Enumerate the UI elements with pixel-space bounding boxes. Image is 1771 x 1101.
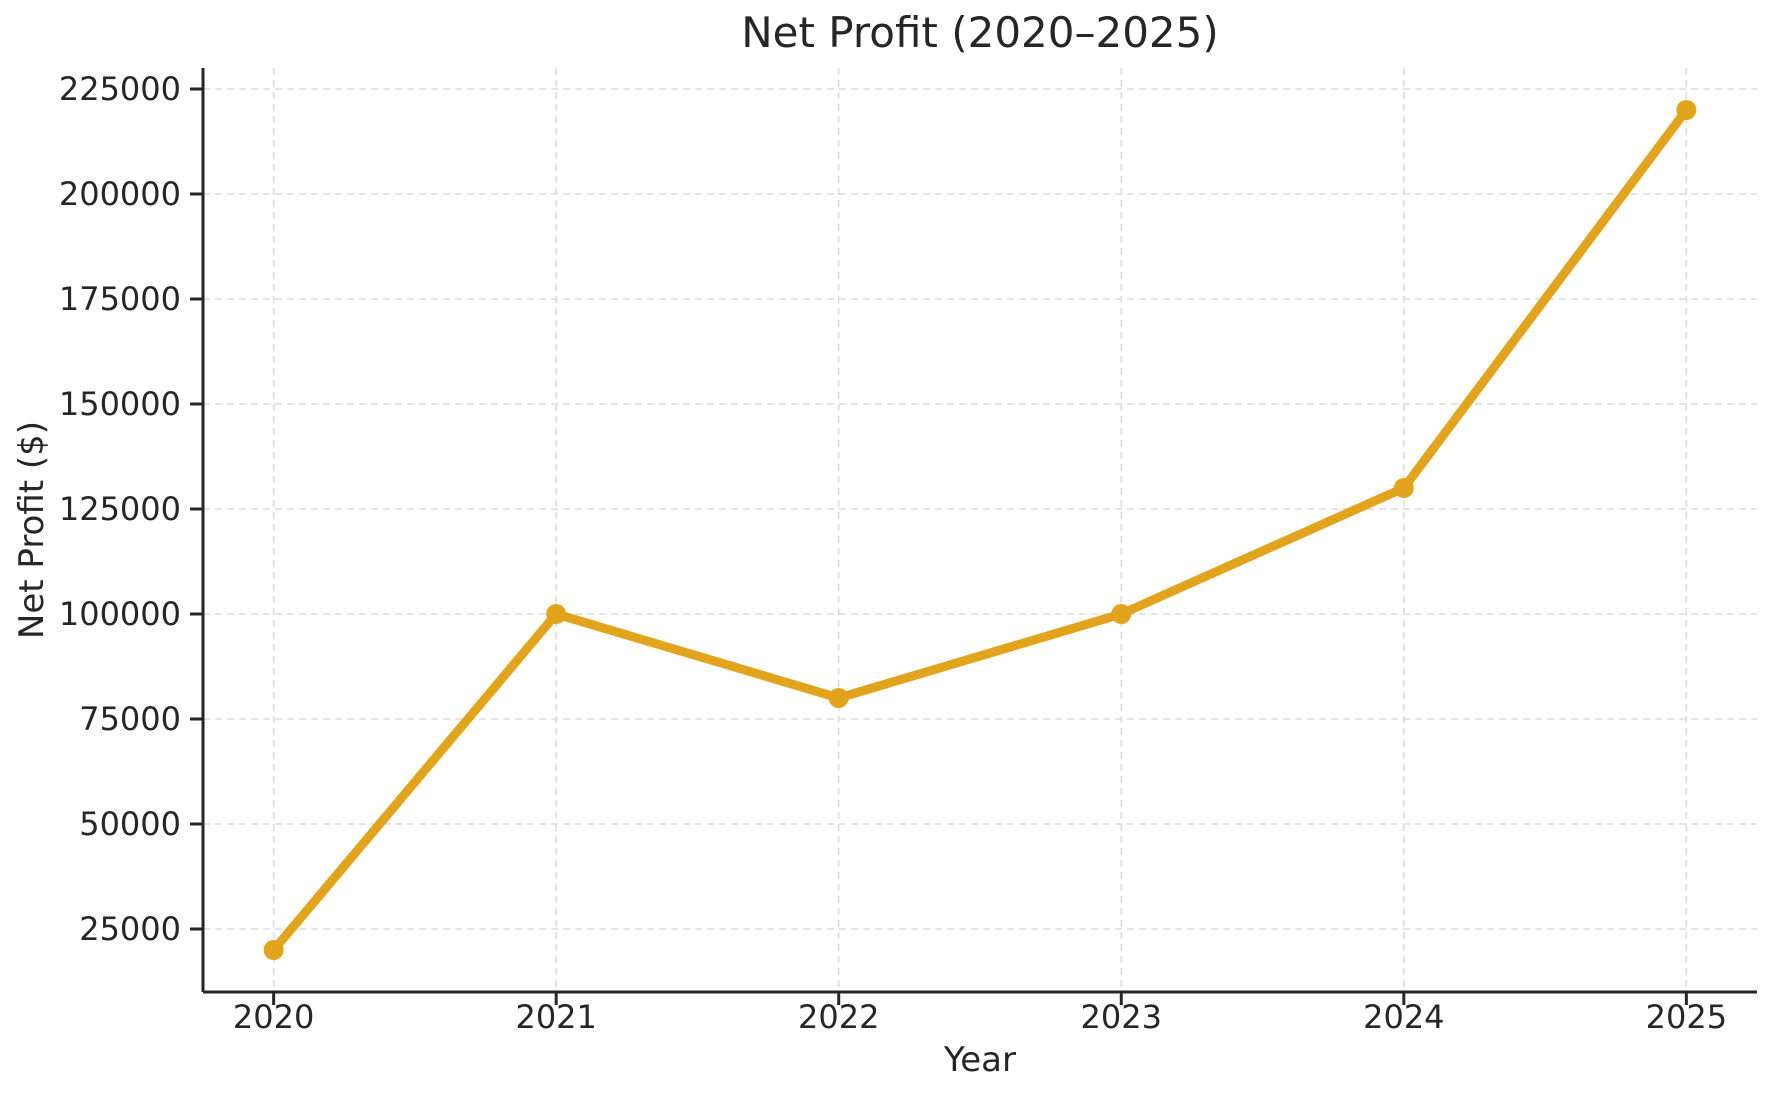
- series-line: [269, 105, 1691, 955]
- data-point-marker: [828, 688, 849, 708]
- data-point-marker: [1676, 100, 1697, 120]
- y-tick-label: 150000: [59, 385, 181, 423]
- y-tick-label: 225000: [59, 70, 181, 108]
- data-point-marker: [263, 940, 284, 960]
- data-point-marker: [1111, 604, 1132, 624]
- x-tick-label: 2022: [798, 998, 879, 1036]
- chart-title: Net Profit (2020–2025): [741, 8, 1219, 57]
- x-tick-label: 2025: [1646, 998, 1727, 1036]
- y-tick-label: 25000: [79, 910, 181, 948]
- x-tick-label: 2023: [1081, 998, 1162, 1036]
- y-tick-label: 75000: [79, 700, 181, 738]
- y-tick-label: 125000: [59, 490, 181, 528]
- y-tick-label: 200000: [59, 175, 181, 213]
- data-point-marker: [546, 604, 567, 624]
- data-point-marker: [1393, 478, 1414, 498]
- x-tick-label: 2021: [515, 998, 596, 1036]
- x-axis-label: Year: [944, 1040, 1016, 1080]
- y-tick-label: 175000: [59, 280, 181, 318]
- x-tick-label: 2024: [1363, 998, 1444, 1036]
- y-tick-label: 50000: [79, 805, 181, 843]
- x-tick-label: 2020: [233, 998, 314, 1036]
- y-tick-label: 100000: [59, 595, 181, 633]
